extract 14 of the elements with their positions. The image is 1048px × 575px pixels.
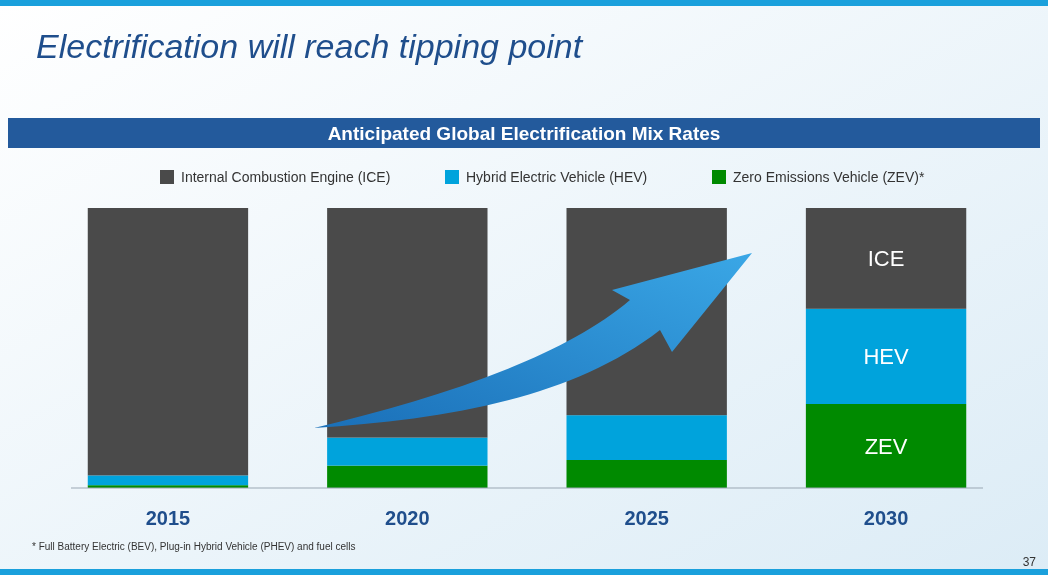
x-tick-label: 2020 — [385, 507, 430, 529]
x-tick-label: 2015 — [145, 507, 191, 529]
legend-label: Internal Combustion Engine (ICE) — [181, 169, 391, 185]
x-tick-label: 2025 — [624, 507, 669, 529]
chart-subtitle: Anticipated Global Electrification Mix Rates — [327, 123, 721, 144]
x-tick-label: 2030 — [863, 507, 909, 529]
text: * Full Battery Electric (BEV), Plug-in Hybrid Vehicle (PHEV) and fuel cells — [32, 541, 356, 552]
text: 37 — [1022, 555, 1037, 569]
annotation: ZEV — [864, 434, 908, 459]
chart-title: Electrification will reach tipping point — [36, 27, 584, 65]
annotation: HEV — [863, 344, 909, 370]
annotation: ICE — [867, 246, 905, 272]
legend-label: Zero Emissions Vehicle (ZEV)* — [733, 169, 925, 185]
legend-label: Hybrid Electric Vehicle (HEV) — [466, 169, 648, 185]
